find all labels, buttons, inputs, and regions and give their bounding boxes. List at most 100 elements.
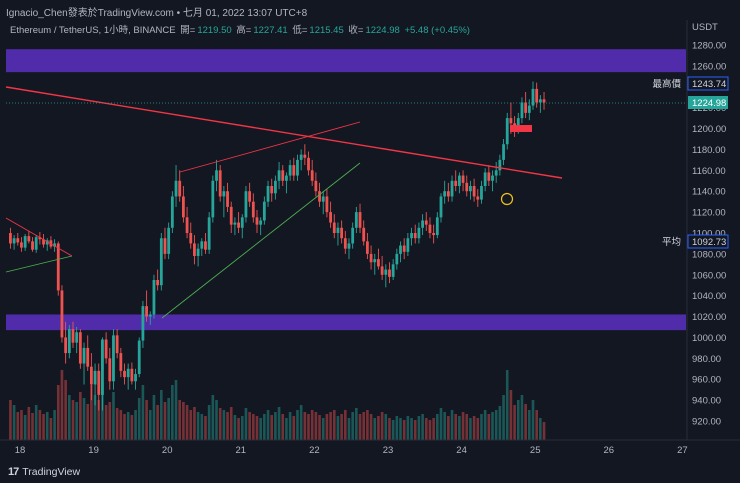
volume-bar bbox=[167, 398, 170, 440]
candle-body bbox=[502, 144, 505, 160]
candle-body bbox=[402, 245, 406, 252]
candle-body bbox=[432, 233, 436, 236]
volume-bar bbox=[314, 412, 318, 440]
candle bbox=[288, 159, 292, 181]
candle bbox=[159, 233, 163, 291]
volume-bar bbox=[31, 413, 34, 440]
volume-bar bbox=[476, 418, 480, 440]
volume-bar bbox=[285, 418, 288, 440]
open-value: 1219.50 bbox=[197, 25, 232, 36]
volume-bar bbox=[141, 385, 145, 440]
candle bbox=[75, 327, 79, 354]
volume-bar bbox=[207, 405, 211, 440]
candle-body bbox=[255, 217, 259, 225]
candle bbox=[126, 363, 130, 390]
candle bbox=[119, 347, 123, 378]
volume-bar bbox=[123, 414, 126, 440]
candle bbox=[292, 157, 296, 181]
descending-resistance-trendline bbox=[5, 86, 563, 179]
candle bbox=[207, 212, 211, 254]
candle-body bbox=[380, 266, 384, 275]
candle bbox=[49, 236, 53, 249]
candle-body bbox=[443, 191, 447, 197]
candle bbox=[329, 201, 332, 228]
volume-bar bbox=[16, 412, 20, 440]
author-line: Ignacio_Chen發表於TradingView.com • 七月 01, … bbox=[6, 8, 308, 19]
candle bbox=[428, 217, 432, 239]
price-axis[interactable]: 920.00 940.00 960.00 980.00 1000.00 1020.00 10… bbox=[692, 41, 726, 428]
candle bbox=[170, 191, 174, 233]
volume-bar bbox=[108, 402, 112, 440]
candle bbox=[89, 353, 93, 401]
volume-bar bbox=[413, 420, 417, 440]
volume-bar bbox=[82, 398, 86, 440]
volume-bar bbox=[90, 385, 93, 440]
price-tick-label: 1180.00 bbox=[692, 145, 726, 156]
candle-body bbox=[126, 368, 130, 378]
candle-body bbox=[483, 172, 487, 186]
candle bbox=[38, 231, 42, 245]
volume-bar bbox=[299, 405, 303, 440]
candle bbox=[255, 210, 259, 233]
candle-body bbox=[417, 227, 421, 239]
volume-bar bbox=[277, 407, 281, 440]
candle bbox=[266, 180, 270, 207]
volume-bar bbox=[71, 400, 75, 440]
last-price-value: 1224.98 bbox=[692, 98, 726, 109]
candle bbox=[174, 165, 178, 207]
candle-body bbox=[314, 180, 318, 192]
volume-bar bbox=[189, 410, 193, 440]
volume-bar bbox=[200, 414, 204, 440]
tradingview-brand[interactable]: 17 TradingView bbox=[8, 466, 80, 478]
candle-body bbox=[538, 99, 542, 103]
volume-bar bbox=[539, 418, 542, 440]
candle bbox=[16, 233, 20, 246]
candle bbox=[56, 241, 60, 296]
volume-bar bbox=[494, 410, 498, 440]
candle-body bbox=[332, 222, 336, 233]
symbol-label[interactable]: Ethereum / TetherUS, 1小時, BINANCE bbox=[10, 25, 176, 36]
trendlines[interactable] bbox=[5, 86, 686, 319]
volume-bar bbox=[421, 414, 424, 440]
candle-body bbox=[78, 332, 82, 364]
candle bbox=[435, 212, 439, 239]
volume-bar bbox=[148, 410, 152, 440]
candle-body bbox=[446, 191, 450, 197]
candle-body bbox=[185, 217, 189, 233]
volume-bar bbox=[491, 412, 494, 440]
candle-body bbox=[148, 314, 152, 317]
volume-bar bbox=[75, 402, 78, 440]
volume-bar bbox=[20, 410, 23, 440]
candle-body bbox=[112, 335, 115, 382]
volume-bar bbox=[358, 414, 362, 440]
candle-body bbox=[373, 259, 377, 263]
volume-bar bbox=[45, 412, 49, 440]
volume-bar bbox=[332, 410, 336, 440]
candle-body bbox=[16, 238, 20, 243]
volume-bar bbox=[362, 412, 366, 440]
price-tick-label: 960.00 bbox=[692, 375, 721, 386]
candle-body bbox=[494, 170, 498, 176]
candle bbox=[237, 212, 240, 233]
volume-bar bbox=[450, 410, 454, 440]
left-triangle-lower bbox=[5, 255, 73, 273]
candle bbox=[64, 321, 68, 364]
candle-body bbox=[531, 88, 535, 106]
volume-bar bbox=[12, 405, 16, 440]
volume-bar bbox=[97, 400, 101, 440]
time-axis[interactable]: 18 19 20 21 22 23 24 25 26 27 bbox=[15, 445, 688, 456]
candle bbox=[391, 259, 395, 280]
volume-bar bbox=[9, 400, 12, 440]
candle-body bbox=[9, 233, 12, 244]
volume-bar bbox=[79, 392, 82, 440]
candle bbox=[351, 222, 355, 249]
volume-bar bbox=[366, 410, 369, 440]
volume-bar bbox=[520, 395, 524, 440]
candle-body bbox=[178, 180, 182, 197]
supply-demand-zone-0[interactable] bbox=[6, 49, 686, 73]
price-tick-label: 1060.00 bbox=[692, 270, 726, 281]
volume-bar bbox=[325, 414, 329, 440]
candle-body bbox=[270, 186, 274, 194]
supply-demand-zone-1[interactable] bbox=[6, 314, 686, 331]
